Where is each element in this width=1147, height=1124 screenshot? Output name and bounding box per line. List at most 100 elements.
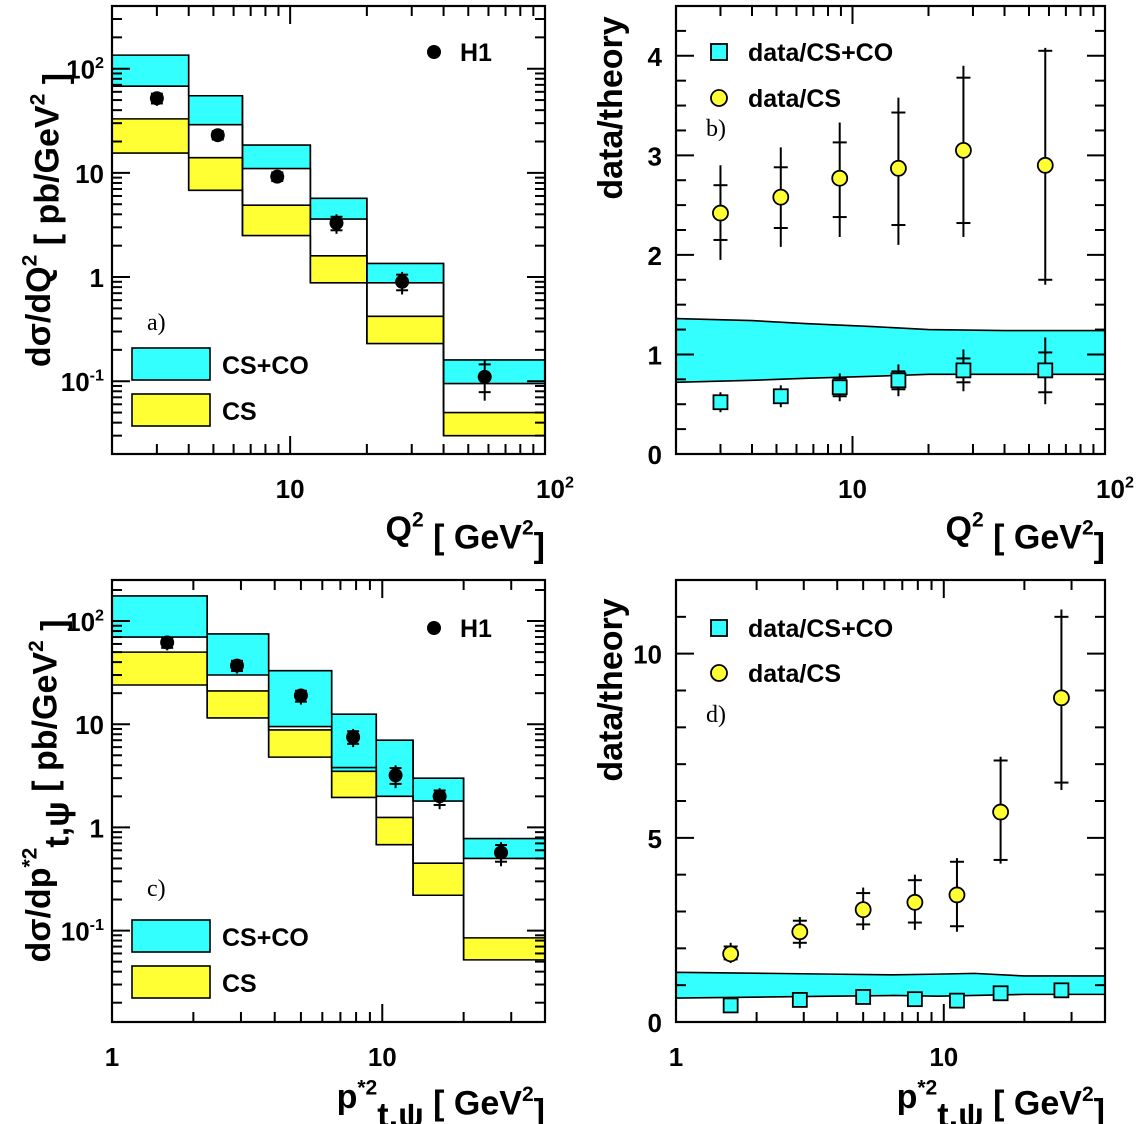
- h1-data-point: [270, 169, 285, 184]
- y-axis-label-text: data/theory: [592, 16, 630, 199]
- cs-co-band-bin: [188, 95, 243, 125]
- tick-label: 10: [633, 640, 662, 670]
- tick-label: 0: [648, 440, 662, 470]
- plot-frame: [110, 4, 547, 456]
- panel-d-pt-ratio: 1 10 0 5 10 d) data/CS+CO data/CS data/theory p*2…: [592, 578, 1107, 1124]
- cs-band-bin: [242, 205, 311, 236]
- data-cs-point: [831, 169, 849, 187]
- plot-frame: [110, 578, 547, 1024]
- cs-band-bin: [207, 690, 269, 718]
- y-axis-label: data/theory: [592, 598, 630, 781]
- y-axis-label-text: data/theory: [592, 598, 630, 781]
- panel-tag: b): [706, 116, 726, 142]
- cs-band-bin: [188, 157, 243, 191]
- legend-square-marker: [710, 619, 728, 637]
- tick-label: 10: [75, 710, 104, 740]
- data-cs-co-point: [712, 394, 729, 411]
- data-cs-point: [712, 204, 729, 222]
- legend-cs-co-swatch: [131, 919, 211, 953]
- tick-label: 1: [669, 1042, 683, 1072]
- data-cs-point: [1053, 689, 1070, 707]
- legend-circle-marker: [710, 664, 728, 682]
- h1-data-point: [229, 658, 244, 673]
- legend-h1-label: H1: [460, 39, 492, 67]
- tick-label: 10: [838, 474, 867, 504]
- tick-label: 10: [929, 1042, 958, 1072]
- legend-square-marker: [710, 43, 728, 61]
- tick-label: 1: [90, 813, 104, 843]
- tick-label: 102: [536, 474, 574, 504]
- data-cs-point: [890, 159, 907, 177]
- cs-co-band-edge: [112, 595, 545, 840]
- data-cs-point: [955, 141, 972, 159]
- tick-label: 0: [648, 1008, 662, 1038]
- h1-data-point: [494, 845, 509, 860]
- legend-data-cs-co-label: data/CS+CO: [748, 39, 893, 67]
- panel-tag: d): [706, 702, 726, 728]
- data-cs-co-point: [791, 992, 808, 1008]
- legend-cs-co-label: CS+CO: [222, 924, 309, 952]
- tick-label: 5: [648, 824, 662, 854]
- cs-band-bin: [331, 767, 377, 798]
- data-cs-co-point: [955, 362, 972, 379]
- legend-h1-marker: [427, 45, 441, 59]
- data-cs-co-point: [722, 997, 739, 1014]
- tick-label: 1: [648, 340, 662, 370]
- panel-tag: a): [147, 310, 166, 336]
- panel-tag: c): [147, 876, 166, 902]
- cs-band-bin: [376, 817, 414, 845]
- y-axis-label: dσ/dQ2 [ pb/GeV2 ]: [18, 73, 74, 367]
- data-cs-co-point: [949, 992, 965, 1009]
- data-cs-point: [791, 923, 809, 941]
- h1-data-point: [329, 216, 344, 231]
- legend-cs-label: CS: [222, 398, 257, 426]
- h1-data-point: [432, 789, 447, 804]
- legend-circle-marker: [710, 89, 728, 107]
- y-axis-label: dσ/dp*2t,ψ [ pb/GeV2 ]: [18, 619, 76, 962]
- h1-data-point: [160, 635, 175, 650]
- data-cs-point: [722, 945, 740, 963]
- tick-label: 10: [368, 1042, 397, 1072]
- tick-label: 1: [90, 263, 104, 293]
- cs-co-band-bin: [112, 595, 208, 638]
- plot-frame: [674, 4, 1107, 456]
- data-cs-point: [906, 893, 924, 911]
- data-cs-co-point: [890, 372, 907, 389]
- data-cs-point: [772, 188, 790, 206]
- cs-band-bin: [112, 652, 208, 686]
- cs-band-bin: [310, 255, 367, 283]
- tick-label: 10-1: [61, 916, 104, 946]
- legend-data-cs-label: data/CS: [748, 85, 841, 113]
- legend-cs-swatch: [131, 965, 211, 999]
- y-axis-label-text: dσ/dp*2t,ψ [ pb/GeV2 ]: [18, 619, 76, 962]
- data-cs-co-point: [992, 985, 1009, 1002]
- cs-band-bin: [463, 937, 545, 960]
- data-cs-co-point: [1037, 362, 1054, 379]
- tick-label: 4: [648, 42, 663, 72]
- data-cs-co-point: [1053, 982, 1070, 999]
- y-axis-label-text: dσ/dQ2 [ pb/GeV2 ]: [18, 73, 74, 367]
- cs-band-bin: [112, 118, 189, 154]
- x-axis-label-text: p*2t,ψ [ GeV2]: [897, 1076, 1105, 1124]
- data-cs-co-point: [831, 379, 848, 396]
- h1-data-point: [346, 730, 361, 745]
- cs-co-uncertainty-band: [675, 971, 1106, 999]
- h1-data-point: [293, 688, 308, 703]
- data-cs-point: [854, 901, 872, 919]
- data-cs-point: [948, 886, 966, 904]
- cs-band-bin: [413, 863, 464, 896]
- legend-cs-swatch: [131, 393, 211, 427]
- h1-data-point: [395, 274, 410, 289]
- panel-a-q2-cross-section: 10 102 10-1 1 10 102 a) H1 CS+CO CS dσ/dQ2 [ pb/Ge…: [18, 4, 574, 565]
- legend-cs-co-swatch: [131, 347, 211, 381]
- x-axis-label-text: p*2t,ψ [ GeV2]: [337, 1076, 545, 1124]
- x-axis-label-text: Q2 [ GeV2]: [386, 508, 546, 564]
- cs-band-edge: [112, 684, 545, 961]
- cs-co-band-bin: [112, 55, 189, 87]
- plot-frame: [674, 578, 1107, 1024]
- tick-label: 2: [648, 241, 662, 271]
- tick-label: 3: [648, 141, 662, 171]
- cs-band-bin: [268, 729, 332, 758]
- cs-band-edge: [112, 651, 545, 939]
- legend-h1-label: H1: [460, 615, 492, 643]
